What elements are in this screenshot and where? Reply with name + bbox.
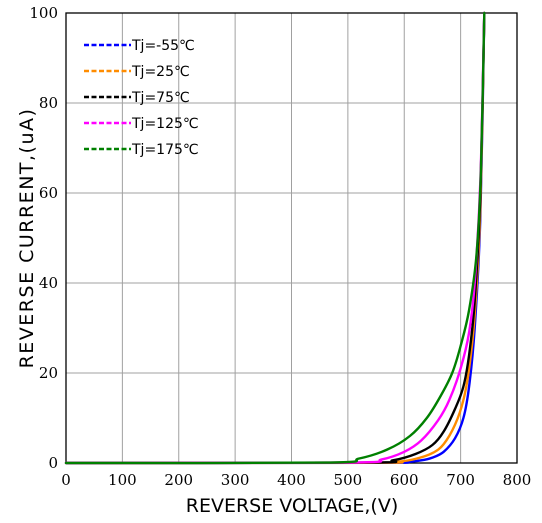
- y-axis-label: REVERSE CURRENT,(uA): [16, 108, 38, 369]
- series-line-5: [64, 11, 486, 465]
- x-tick-label: 300: [221, 471, 250, 489]
- y-tick-label: 0: [48, 454, 58, 472]
- y-tick-label: 20: [39, 364, 58, 382]
- series-line-3: [64, 11, 486, 465]
- x-tick-label: 400: [277, 471, 306, 489]
- grid: [65, 12, 518, 464]
- series-line-2: [64, 11, 486, 465]
- legend-label: Tj=125℃: [131, 116, 199, 132]
- y-tick-label: 60: [39, 184, 58, 202]
- y-tick-labels: 0 20 40 60 80 100: [29, 4, 58, 472]
- series-layer: [64, 11, 486, 465]
- series-line-1: [64, 11, 486, 465]
- y-tick-label: 100: [29, 4, 58, 22]
- x-tick-label: 600: [390, 471, 419, 489]
- legend-label: Tj=25℃: [131, 64, 190, 80]
- x-tick-label: 200: [164, 471, 193, 489]
- legend-label: Tj=175℃: [131, 142, 199, 158]
- series-line-4: [64, 11, 486, 465]
- legend-label: Tj=75℃: [131, 90, 190, 106]
- x-axis-label: REVERSE VOLTAGE,(V): [186, 495, 399, 517]
- y-tick-label: 40: [39, 274, 58, 292]
- x-tick-label: 100: [108, 471, 137, 489]
- legend-label: Tj=-55℃: [131, 38, 195, 54]
- x-tick-label: 0: [61, 471, 71, 489]
- x-tick-label: 700: [446, 471, 475, 489]
- legend: Tj=-55℃ Tj=25℃ Tj=75℃ Tj=125℃ Tj=175℃: [84, 38, 199, 158]
- x-tick-labels: 0 100 200 300 400 500 600 700 800: [61, 471, 531, 489]
- x-tick-label: 800: [503, 471, 532, 489]
- y-tick-label: 80: [39, 94, 58, 112]
- x-tick-label: 500: [334, 471, 363, 489]
